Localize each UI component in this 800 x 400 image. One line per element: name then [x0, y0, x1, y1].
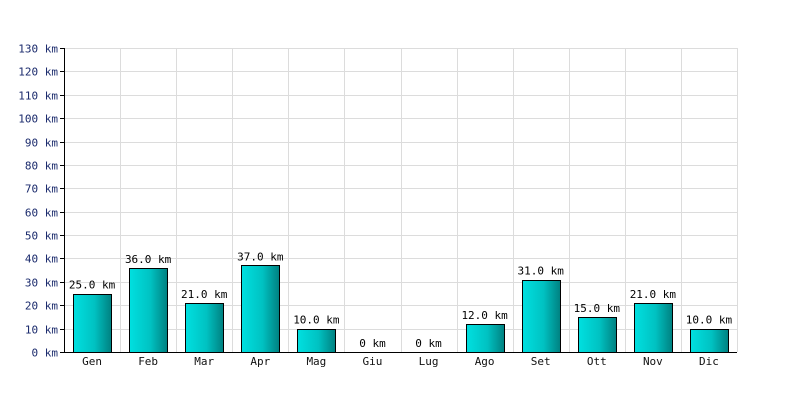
bar-data-label: 36.0 km [125, 253, 172, 266]
bar-data-label: 37.0 km [237, 250, 284, 263]
x-category-label: Giu [363, 355, 383, 368]
x-category-label: Nov [643, 355, 663, 368]
x-category-label: Gen [82, 355, 102, 368]
bar-data-label: 10.0 km [293, 314, 340, 327]
y-tick-label: 0 km [32, 347, 59, 360]
y-tick-label: 10 km [25, 324, 58, 337]
bar-mar [185, 303, 224, 353]
bar-set [522, 280, 561, 353]
bar-apr [241, 265, 280, 353]
x-category-label: Dic [699, 355, 719, 368]
y-tick-label: 40 km [25, 253, 58, 266]
bar-gen [73, 294, 112, 353]
bar-data-label: 21.0 km [630, 288, 677, 301]
y-tick-label: 60 km [25, 207, 58, 220]
y-tick-label: 90 km [25, 137, 58, 150]
x-category-label: Set [531, 355, 551, 368]
y-tick-label: 100 km [18, 113, 58, 126]
x-category-label: Ago [475, 355, 495, 368]
x-category-label: Mag [306, 355, 326, 368]
bar-ott [578, 317, 617, 353]
x-category-label: Apr [250, 355, 270, 368]
y-tick-label: 50 km [25, 230, 58, 243]
y-tick-label: 130 km [18, 43, 58, 56]
bar-dic [690, 329, 729, 353]
x-axis-category-labels: Gen Feb Mar Apr Mag Giu Lug Ago Set Ott Nov Dic [82, 355, 719, 368]
y-tick-label: 110 km [18, 90, 58, 103]
bar-data-labels: 25.0 km 36.0 km 21.0 km 37.0 km 10.0 km 0 km 0… [69, 250, 733, 350]
bar-data-label: 25.0 km [69, 279, 116, 292]
bar-nov [634, 303, 673, 353]
bar-data-label: 0 km [415, 337, 442, 350]
bar-data-label: 0 km [359, 337, 386, 350]
y-tick-label: 70 km [25, 183, 58, 196]
x-category-label: Mar [194, 355, 214, 368]
y-axis-tick-labels: 0 km 10 km 20 km 30 km 40 km 50 km 60 km 70 km 8… [18, 43, 64, 360]
x-category-label: Lug [419, 355, 439, 368]
bar-data-label: 15.0 km [574, 302, 621, 315]
bar-feb [129, 268, 168, 353]
bar-data-label: 10.0 km [686, 314, 733, 327]
grid-lines [64, 48, 738, 353]
bar-data-label: 31.0 km [518, 265, 565, 278]
bar-mag [297, 329, 336, 353]
y-tick-label: 120 km [18, 66, 58, 79]
axes [64, 48, 737, 353]
y-tick-label: 80 km [25, 160, 58, 173]
bar-data-label: 21.0 km [181, 288, 228, 301]
bar-ago [466, 324, 505, 353]
bar-data-label: 12.0 km [461, 309, 508, 322]
y-tick-label: 30 km [25, 277, 58, 290]
x-category-label: Ott [587, 355, 607, 368]
y-tick-label: 20 km [25, 300, 58, 313]
x-category-label: Feb [138, 355, 158, 368]
